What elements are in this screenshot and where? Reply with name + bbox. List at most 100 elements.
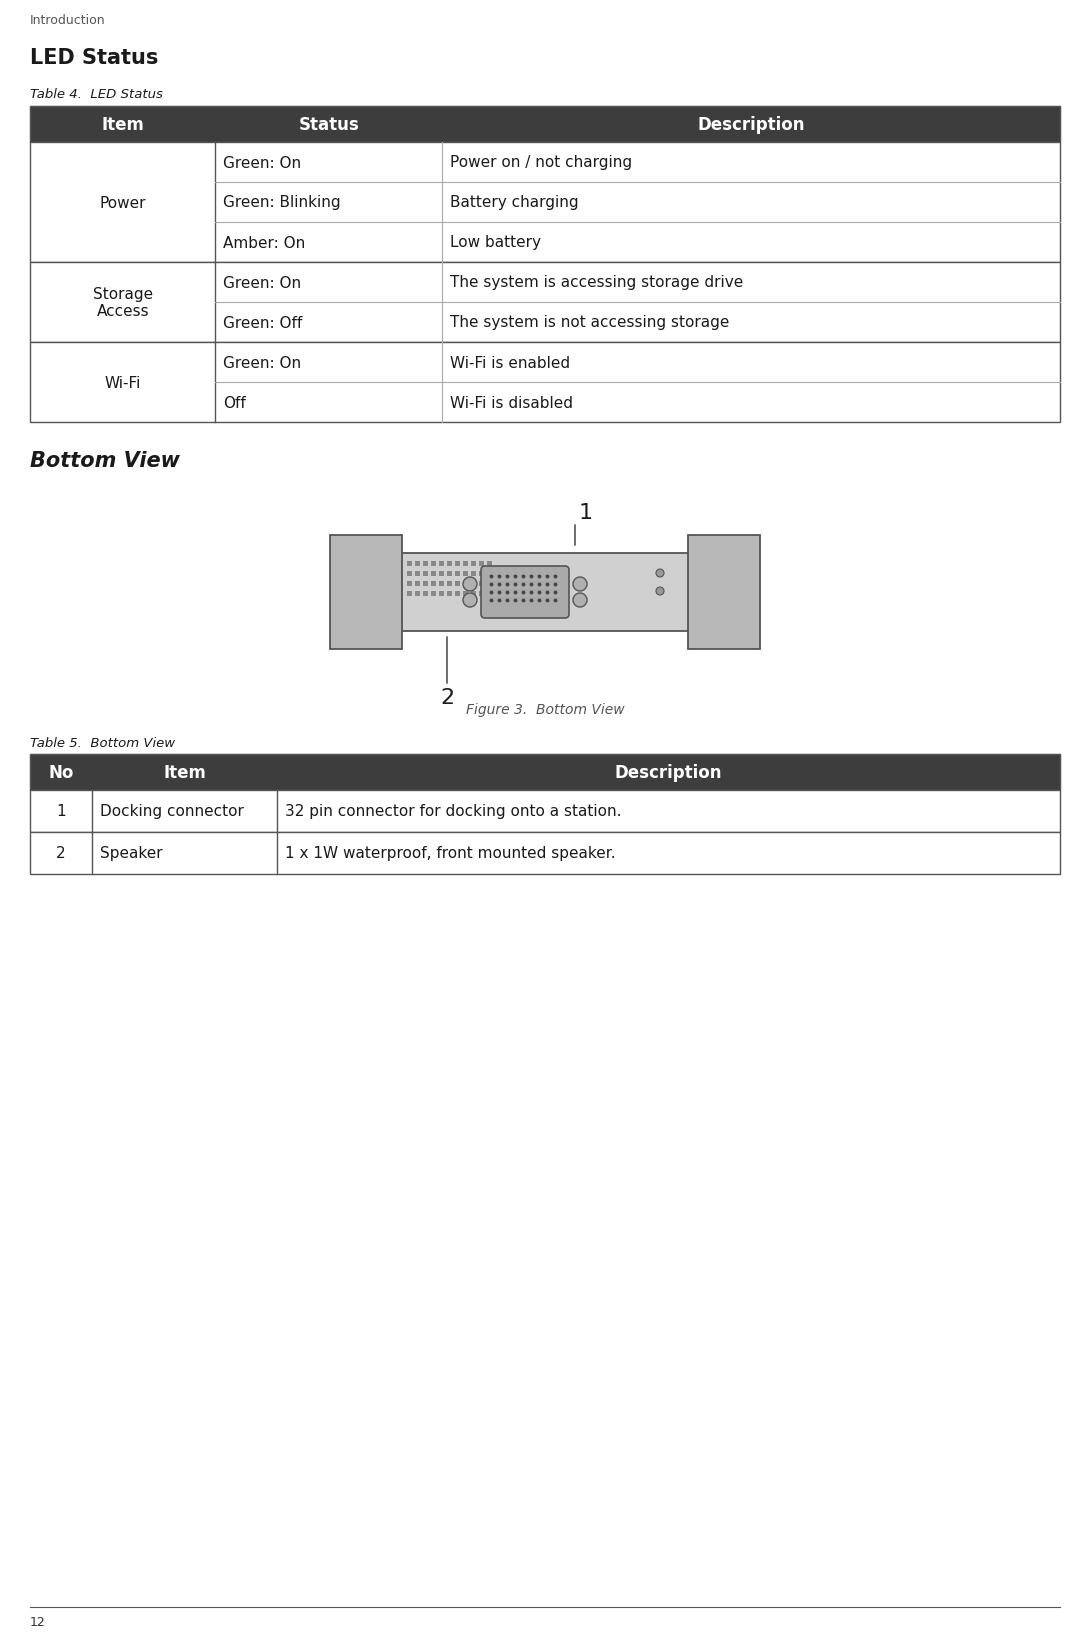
Text: Speaker: Speaker: [100, 845, 162, 862]
Circle shape: [573, 578, 588, 592]
Bar: [423, 581, 428, 586]
Bar: [439, 592, 444, 597]
Bar: [471, 581, 476, 586]
Bar: [407, 561, 412, 566]
Text: Table 5.  Bottom View: Table 5. Bottom View: [31, 736, 175, 749]
Text: 1: 1: [56, 805, 65, 819]
Bar: [455, 581, 460, 586]
Bar: [487, 561, 492, 566]
Bar: [487, 571, 492, 576]
Bar: [463, 592, 468, 597]
Bar: [31, 343, 1059, 423]
Bar: [31, 108, 1059, 144]
Circle shape: [463, 578, 477, 592]
Text: Introduction: Introduction: [31, 15, 106, 28]
Text: LED Status: LED Status: [31, 47, 158, 69]
Bar: [479, 581, 484, 586]
Bar: [471, 561, 476, 566]
Text: Description: Description: [698, 116, 804, 134]
Circle shape: [656, 570, 664, 578]
Bar: [463, 571, 468, 576]
Text: Wi-Fi: Wi-Fi: [105, 375, 141, 390]
Bar: [423, 561, 428, 566]
Text: Description: Description: [615, 764, 723, 782]
Circle shape: [573, 594, 588, 607]
Text: Green: On: Green: On: [223, 155, 302, 170]
FancyBboxPatch shape: [481, 566, 569, 619]
Bar: [31, 790, 1059, 832]
Bar: [487, 581, 492, 586]
Bar: [431, 561, 436, 566]
Bar: [688, 535, 760, 650]
Bar: [415, 581, 420, 586]
Text: Table 4.  LED Status: Table 4. LED Status: [31, 88, 162, 101]
Text: Green: On: Green: On: [223, 276, 302, 290]
Bar: [400, 553, 690, 632]
Bar: [431, 581, 436, 586]
Text: 1 x 1W waterproof, front mounted speaker.: 1 x 1W waterproof, front mounted speaker…: [286, 845, 616, 862]
Bar: [431, 592, 436, 597]
Bar: [463, 561, 468, 566]
Bar: [415, 592, 420, 597]
Bar: [31, 754, 1059, 790]
Bar: [415, 561, 420, 566]
Text: Wi-Fi is disabled: Wi-Fi is disabled: [450, 395, 573, 410]
Text: The system is accessing storage drive: The system is accessing storage drive: [450, 276, 743, 290]
Bar: [447, 571, 452, 576]
Bar: [471, 571, 476, 576]
Text: 2: 2: [440, 687, 455, 708]
Text: Power: Power: [99, 196, 146, 211]
Bar: [31, 754, 1059, 790]
Text: Bottom View: Bottom View: [31, 450, 180, 470]
Bar: [407, 581, 412, 586]
Text: Green: Blinking: Green: Blinking: [223, 196, 341, 211]
Text: The system is not accessing storage: The system is not accessing storage: [450, 315, 729, 330]
Text: 32 pin connector for docking onto a station.: 32 pin connector for docking onto a stat…: [286, 805, 621, 819]
Text: 1: 1: [579, 503, 593, 522]
Text: Docking connector: Docking connector: [100, 805, 244, 819]
Bar: [407, 592, 412, 597]
Circle shape: [656, 588, 664, 596]
Bar: [31, 144, 1059, 263]
Bar: [463, 581, 468, 586]
Bar: [423, 592, 428, 597]
Text: Low battery: Low battery: [450, 235, 541, 250]
Bar: [471, 592, 476, 597]
Text: Wi-Fi is enabled: Wi-Fi is enabled: [450, 356, 570, 370]
Text: Power on / not charging: Power on / not charging: [450, 155, 632, 170]
Bar: [31, 832, 1059, 875]
Bar: [31, 108, 1059, 144]
Text: Item: Item: [164, 764, 206, 782]
Text: Green: On: Green: On: [223, 356, 302, 370]
Bar: [479, 561, 484, 566]
Bar: [455, 561, 460, 566]
Text: Green: Off: Green: Off: [223, 315, 303, 330]
Bar: [431, 571, 436, 576]
Bar: [330, 535, 402, 650]
Text: Figure 3.  Bottom View: Figure 3. Bottom View: [465, 702, 625, 716]
Text: Item: Item: [101, 116, 144, 134]
Text: 12: 12: [31, 1616, 46, 1629]
Bar: [439, 571, 444, 576]
Text: 2: 2: [56, 845, 65, 862]
Bar: [423, 571, 428, 576]
Bar: [447, 561, 452, 566]
Text: Status: Status: [299, 116, 359, 134]
Bar: [407, 571, 412, 576]
Text: No: No: [48, 764, 74, 782]
Text: Storage
Access: Storage Access: [93, 287, 153, 318]
Circle shape: [463, 594, 477, 607]
Bar: [479, 592, 484, 597]
Bar: [479, 571, 484, 576]
Bar: [455, 592, 460, 597]
Text: Off: Off: [223, 395, 246, 410]
Text: Battery charging: Battery charging: [450, 196, 579, 211]
Bar: [455, 571, 460, 576]
Bar: [447, 592, 452, 597]
Bar: [415, 571, 420, 576]
Bar: [31, 263, 1059, 343]
Bar: [447, 581, 452, 586]
Text: Amber: On: Amber: On: [223, 235, 305, 250]
Bar: [439, 581, 444, 586]
Bar: [439, 561, 444, 566]
